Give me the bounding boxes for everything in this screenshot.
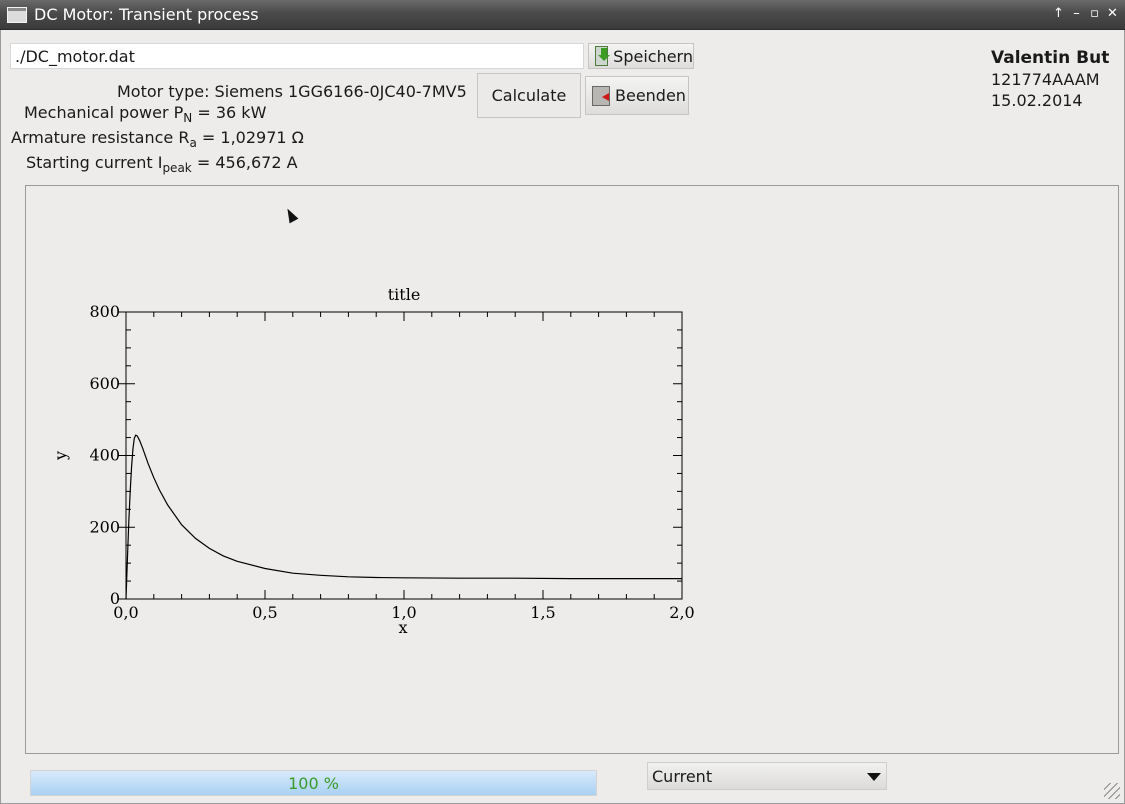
author-id: 121774AAAM <box>991 70 1100 89</box>
y-tick-label: 600 <box>89 374 120 393</box>
calculate-button[interactable]: Calculate <box>477 73 581 118</box>
chart-title: title <box>388 285 421 304</box>
save-download-icon <box>595 46 611 66</box>
signal-select-value: Current <box>652 767 713 786</box>
calculate-button-label: Calculate <box>491 86 567 105</box>
mechanical-power-text: Mechanical power PN = 36 kW <box>24 103 266 125</box>
author-date: 15.02.2014 <box>991 91 1083 110</box>
current-plot: title x y 0,0 0,5 1,0 1,5 2,0 0 200 400 600 800 <box>51 285 695 637</box>
maximize-icon[interactable]: ▫ <box>1090 6 1099 21</box>
y-tick-label: 800 <box>89 302 120 321</box>
save-button-label: Speichern <box>613 46 693 66</box>
file-path-input[interactable] <box>10 43 584 69</box>
power-subscript: N <box>183 111 193 125</box>
author-block: Valentin But 121774AAAM 15.02.2014 <box>991 48 1109 111</box>
x-tick-label: 0,5 <box>252 603 277 622</box>
minimize-icon[interactable]: – <box>1073 6 1080 21</box>
motor-type-text: Motor type: Siemens 1GG6166-0JC40-7MV5 <box>117 82 467 101</box>
x-tick-label: 2,0 <box>669 603 694 622</box>
motor-type-value: Siemens 1GG6166-0JC40-7MV5 <box>214 82 467 101</box>
x-tick-label: 1,5 <box>530 603 555 622</box>
plot-frame <box>125 311 683 600</box>
window-title: DC Motor: Transient process <box>34 5 259 24</box>
keep-above-icon[interactable]: ↑ <box>1053 6 1064 21</box>
resistance-label: Armature resistance R <box>11 128 190 147</box>
quit-button-label: Beenden <box>615 86 686 105</box>
resistance-value: = 1,02971 Ω <box>196 128 304 147</box>
app-window-icon <box>7 7 27 23</box>
power-label: Mechanical power P <box>24 103 184 122</box>
progress-label: 100 % <box>288 774 339 793</box>
y-tick-label: 400 <box>89 446 120 465</box>
current-value: = 456,672 A <box>191 153 298 172</box>
progress-bar: 100 % <box>30 770 597 796</box>
starting-current-text: Starting current Ipeak = 456,672 A <box>26 153 298 175</box>
chevron-down-icon <box>867 773 881 781</box>
close-icon[interactable]: ✕ <box>1107 6 1118 21</box>
x-tick-label: 0,0 <box>113 603 138 622</box>
title-bar[interactable]: DC Motor: Transient process ↑ – ▫ ✕ <box>0 0 1125 30</box>
progress-fill <box>31 771 596 795</box>
exit-door-icon <box>592 85 610 106</box>
current-label: Starting current I <box>26 153 163 172</box>
current-subscript: peak <box>162 161 192 175</box>
save-button[interactable]: Speichern <box>588 43 694 69</box>
x-tick-label: 1,0 <box>391 603 416 622</box>
resistance-subscript: a <box>189 136 197 150</box>
author-name: Valentin But <box>991 48 1110 68</box>
series-line <box>125 434 682 600</box>
power-value: = 36 kW <box>192 103 267 122</box>
armature-resistance-text: Armature resistance Ra = 1,02971 Ω <box>11 128 304 150</box>
x-axis-label: x <box>398 618 407 637</box>
motor-type-label: Motor type: <box>117 82 215 101</box>
resize-grip-icon[interactable] <box>1104 783 1120 799</box>
y-axis-label: y <box>51 451 70 461</box>
plot-panel[interactable]: title x y 0,0 0,5 1,0 1,5 2,0 0 200 400 600 800 <box>25 185 1119 754</box>
signal-select[interactable]: Current <box>647 762 887 790</box>
y-tick-label: 200 <box>89 517 120 536</box>
quit-button[interactable]: Beenden <box>585 76 689 115</box>
y-tick-label: 0 <box>110 589 120 608</box>
